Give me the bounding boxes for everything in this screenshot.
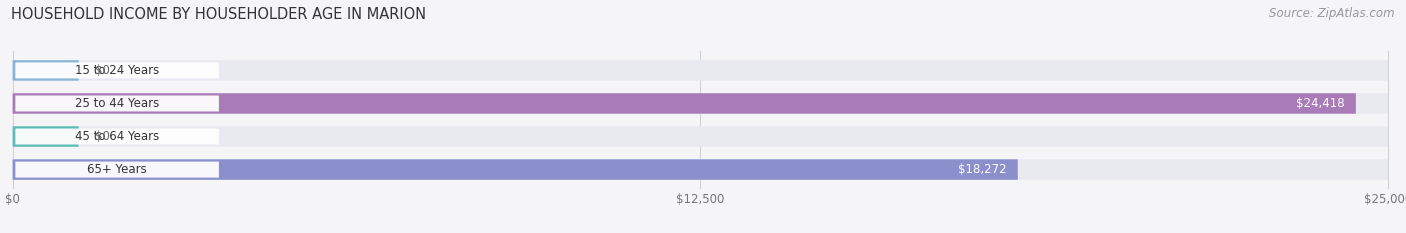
Text: 65+ Years: 65+ Years: [87, 163, 148, 176]
FancyBboxPatch shape: [13, 126, 79, 147]
FancyBboxPatch shape: [15, 96, 219, 111]
FancyBboxPatch shape: [15, 129, 219, 144]
Text: 15 to 24 Years: 15 to 24 Years: [75, 64, 159, 77]
Text: 45 to 64 Years: 45 to 64 Years: [75, 130, 159, 143]
FancyBboxPatch shape: [15, 161, 219, 178]
FancyBboxPatch shape: [13, 93, 1355, 114]
Text: Source: ZipAtlas.com: Source: ZipAtlas.com: [1270, 7, 1395, 20]
Text: $24,418: $24,418: [1296, 97, 1346, 110]
Text: $0: $0: [96, 64, 110, 77]
Text: HOUSEHOLD INCOME BY HOUSEHOLDER AGE IN MARION: HOUSEHOLD INCOME BY HOUSEHOLDER AGE IN M…: [11, 7, 426, 22]
Text: $18,272: $18,272: [957, 163, 1007, 176]
Text: 25 to 44 Years: 25 to 44 Years: [75, 97, 159, 110]
FancyBboxPatch shape: [13, 126, 1388, 147]
FancyBboxPatch shape: [13, 159, 1018, 180]
FancyBboxPatch shape: [15, 62, 219, 79]
Text: $0: $0: [96, 130, 110, 143]
FancyBboxPatch shape: [13, 60, 79, 81]
FancyBboxPatch shape: [13, 93, 1388, 114]
FancyBboxPatch shape: [13, 159, 1388, 180]
FancyBboxPatch shape: [13, 60, 1388, 81]
